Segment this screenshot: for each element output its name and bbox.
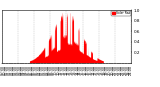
Legend: Solar Rad: Solar Rad <box>111 11 131 16</box>
